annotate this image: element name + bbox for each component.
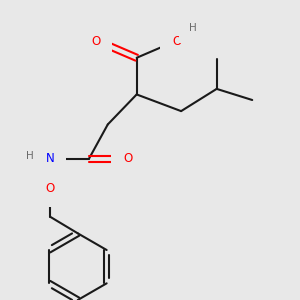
Text: O: O <box>91 34 100 48</box>
Text: N: N <box>46 152 54 165</box>
Text: O: O <box>45 182 55 195</box>
Text: O: O <box>123 152 132 165</box>
Text: O: O <box>172 34 181 48</box>
Text: H: H <box>26 151 34 160</box>
Text: H: H <box>190 23 197 33</box>
